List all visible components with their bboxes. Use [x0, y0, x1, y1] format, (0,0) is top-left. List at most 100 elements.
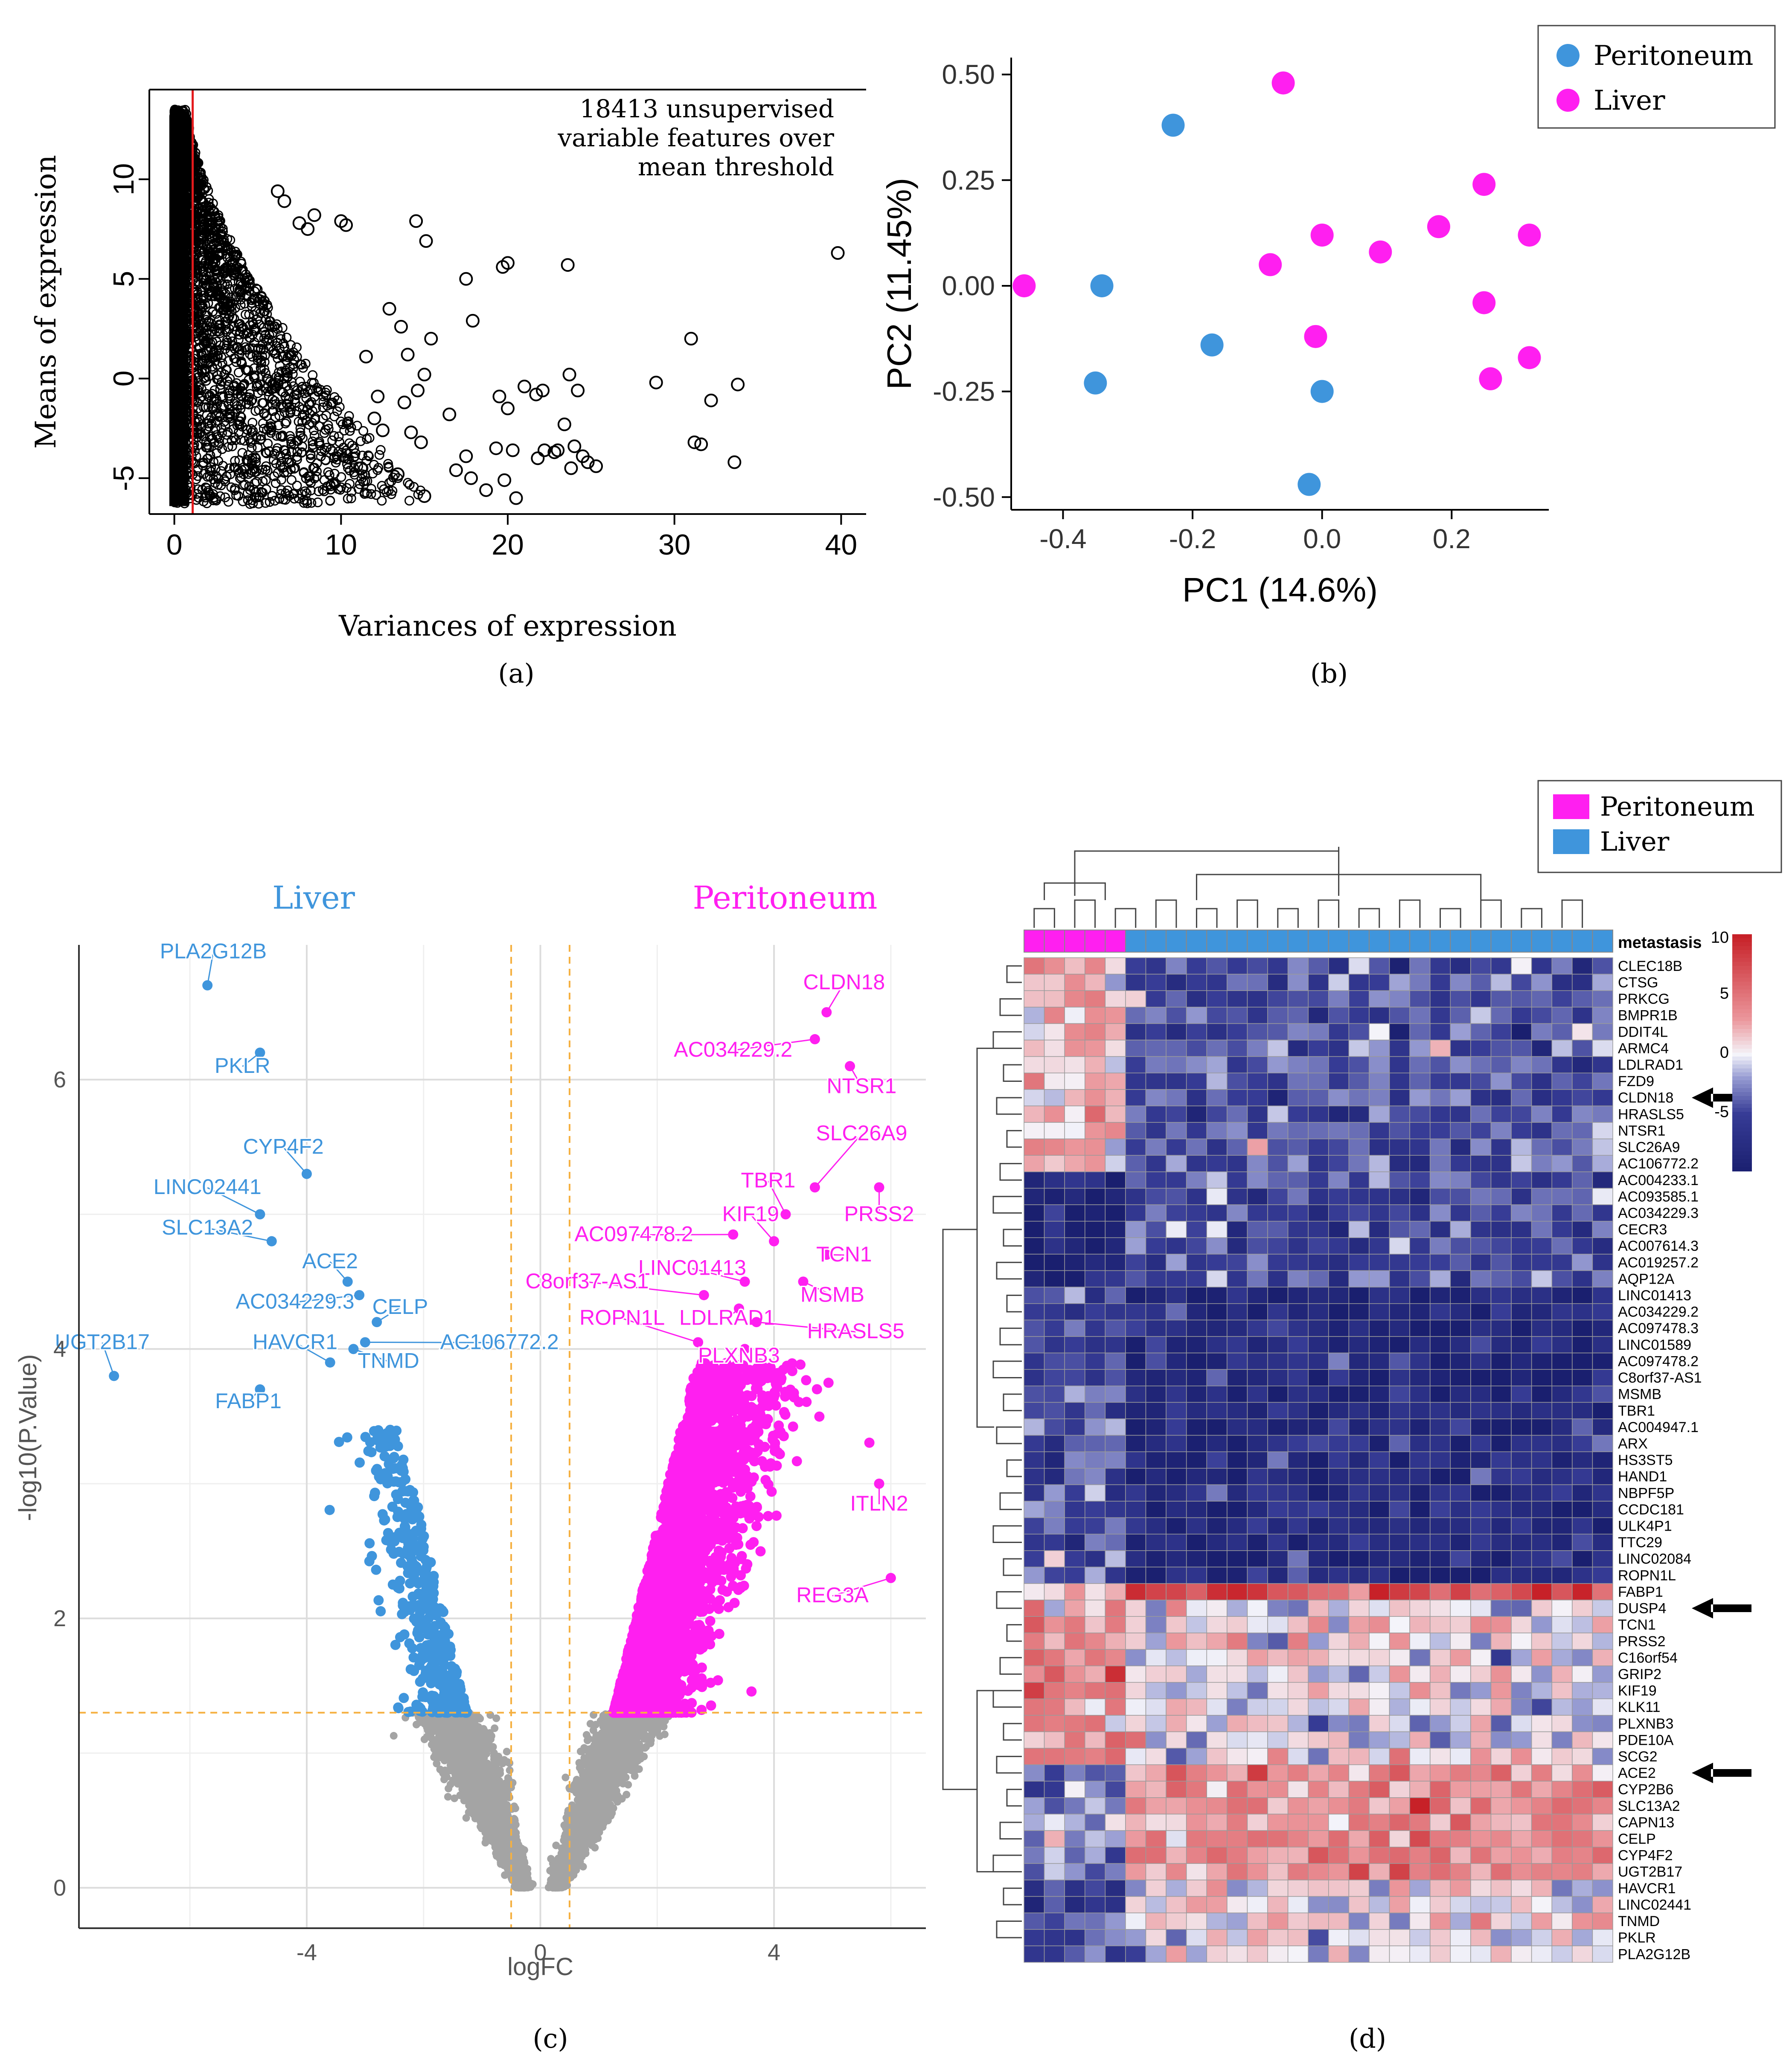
heatmap-cell: [1166, 1847, 1187, 1864]
heatmap-cell: [1429, 1912, 1451, 1930]
heatmap-cell: [1450, 1056, 1471, 1073]
heatmap-cell: [1267, 1781, 1289, 1798]
heatmap-cell: [1206, 1007, 1228, 1024]
heatmap-cell: [1328, 1863, 1350, 1880]
heatmap-cell: [1409, 1534, 1431, 1551]
heatmap-cell: [1085, 1105, 1106, 1123]
pca-point-liver: [1271, 71, 1295, 95]
heatmap-cell: [1531, 1369, 1552, 1386]
heatmap-cell: [1085, 1122, 1106, 1139]
heatmap-cell: [1186, 1303, 1207, 1321]
heatmap-cell: [1166, 1534, 1187, 1551]
heatmap-cell: [1511, 1287, 1532, 1304]
heatmap-cell: [1287, 1336, 1309, 1354]
heatmap-cell: [1551, 1715, 1573, 1732]
heatmap-cell: [1328, 1319, 1350, 1337]
heatmap-cell: [1085, 1830, 1106, 1848]
heatmap-cell: [1531, 1435, 1552, 1452]
heatmap-cell: [1206, 973, 1228, 991]
heatmap-cell: [1024, 1435, 1045, 1452]
heatmap-cell: [1470, 1715, 1492, 1732]
colorbar-segment: [1732, 1009, 1752, 1014]
heatmap-cell: [1369, 1023, 1390, 1040]
heatmap-cell: [1247, 1830, 1268, 1848]
heatmap-cell: [1531, 1484, 1552, 1502]
heatmap-cell: [1369, 1386, 1390, 1403]
heatmap-cell: [1592, 1220, 1613, 1238]
heatmap-cell: [1247, 1040, 1268, 1057]
heatmap-cell: [1267, 990, 1289, 1008]
gene-label: UGT2B17: [55, 1330, 150, 1354]
heatmap-cell: [1064, 1386, 1085, 1403]
labeled-point: [728, 1229, 739, 1240]
pca-point-peritoneum: [1297, 473, 1321, 496]
heatmap-cell: [1064, 1319, 1085, 1337]
heatmap-cell: [1145, 1599, 1167, 1617]
labeled-point: [739, 1344, 750, 1354]
heatmap-cell: [1227, 1056, 1248, 1073]
heatmap-cell: [1592, 1254, 1613, 1271]
heatmap-cell: [1186, 1023, 1207, 1040]
colorbar-segment: [1732, 938, 1752, 943]
heatmap-cell: [1085, 1550, 1106, 1568]
heatmap-cell: [1247, 1517, 1268, 1534]
heatmap-cell: [1044, 1007, 1065, 1024]
label-connector: [102, 1342, 115, 1376]
heatmap-cell: [1064, 990, 1085, 1008]
heatmap-cell: [1572, 1665, 1593, 1683]
heatmap-cell: [1490, 1484, 1512, 1502]
heatmap-cell: [1044, 957, 1065, 975]
heatmap-cell: [1105, 1912, 1126, 1930]
gene-label: AC106772.2: [440, 1330, 559, 1354]
heatmap-cell: [1328, 1781, 1350, 1798]
heatmap-cell: [1531, 1550, 1552, 1568]
row-label: GRIP2: [1618, 1666, 1661, 1682]
heatmap-cell: [1389, 1105, 1410, 1123]
heatmap-cell: [1409, 1237, 1431, 1255]
heatmap-cell: [1287, 1534, 1309, 1551]
heatmap-cell: [1186, 1813, 1207, 1831]
heatmap-cell: [1511, 1303, 1532, 1321]
heatmap-cell: [1105, 1484, 1126, 1502]
heatmap-cell: [1247, 1682, 1268, 1700]
heatmap-cell: [1572, 1698, 1593, 1716]
heatmap-cell: [1044, 1319, 1065, 1337]
heatmap-cell: [1085, 1616, 1106, 1633]
heatmap-cell: [1125, 1583, 1146, 1601]
row-label: AC007614.3: [1618, 1238, 1699, 1254]
heatmap-cell: [1572, 1188, 1593, 1205]
column-annotation: [1125, 930, 1146, 953]
colorbar-segment: [1732, 997, 1752, 1002]
labeled-point: [821, 1249, 832, 1260]
legend-swatch-liver: [1556, 89, 1580, 112]
heatmap-cell: [1287, 1188, 1309, 1205]
heatmap-cell: [1348, 1040, 1370, 1057]
heatmap-cell: [1267, 1105, 1289, 1123]
row-label: C16orf54: [1618, 1650, 1678, 1666]
heatmap-cell: [1328, 1616, 1350, 1633]
heatmap-cell: [1551, 1468, 1573, 1485]
heatmap-cell: [1085, 1435, 1106, 1452]
heatmap-cell: [1409, 1072, 1431, 1090]
colorbar-segment: [1732, 982, 1752, 986]
heatmap-cell: [1389, 1155, 1410, 1172]
heatmap-cell: [1186, 1715, 1207, 1732]
heatmap-cell: [1308, 1270, 1329, 1287]
heatmap-cell: [1450, 1616, 1471, 1633]
heatmap-cell: [1267, 1072, 1289, 1090]
heatmap-cell: [1064, 1105, 1085, 1123]
heatmap-cell: [1429, 1237, 1451, 1255]
row-label: SLC26A9: [1618, 1139, 1680, 1156]
heatmap-cell: [1409, 1484, 1431, 1502]
heatmap-cell: [1470, 973, 1492, 991]
heatmap-cell: [1125, 1797, 1146, 1815]
heatmap-cell: [1024, 1484, 1045, 1502]
heatmap-cell: [1105, 1171, 1126, 1189]
heatmap-cell: [1369, 1534, 1390, 1551]
heatmap-cell: [1267, 1352, 1289, 1370]
heatmap-cell: [1328, 1386, 1350, 1403]
heatmap-cell: [1592, 1484, 1613, 1502]
heatmap-cell: [1470, 1138, 1492, 1156]
heatmap-cell: [1227, 1105, 1248, 1123]
column-annotation: [1470, 930, 1492, 953]
